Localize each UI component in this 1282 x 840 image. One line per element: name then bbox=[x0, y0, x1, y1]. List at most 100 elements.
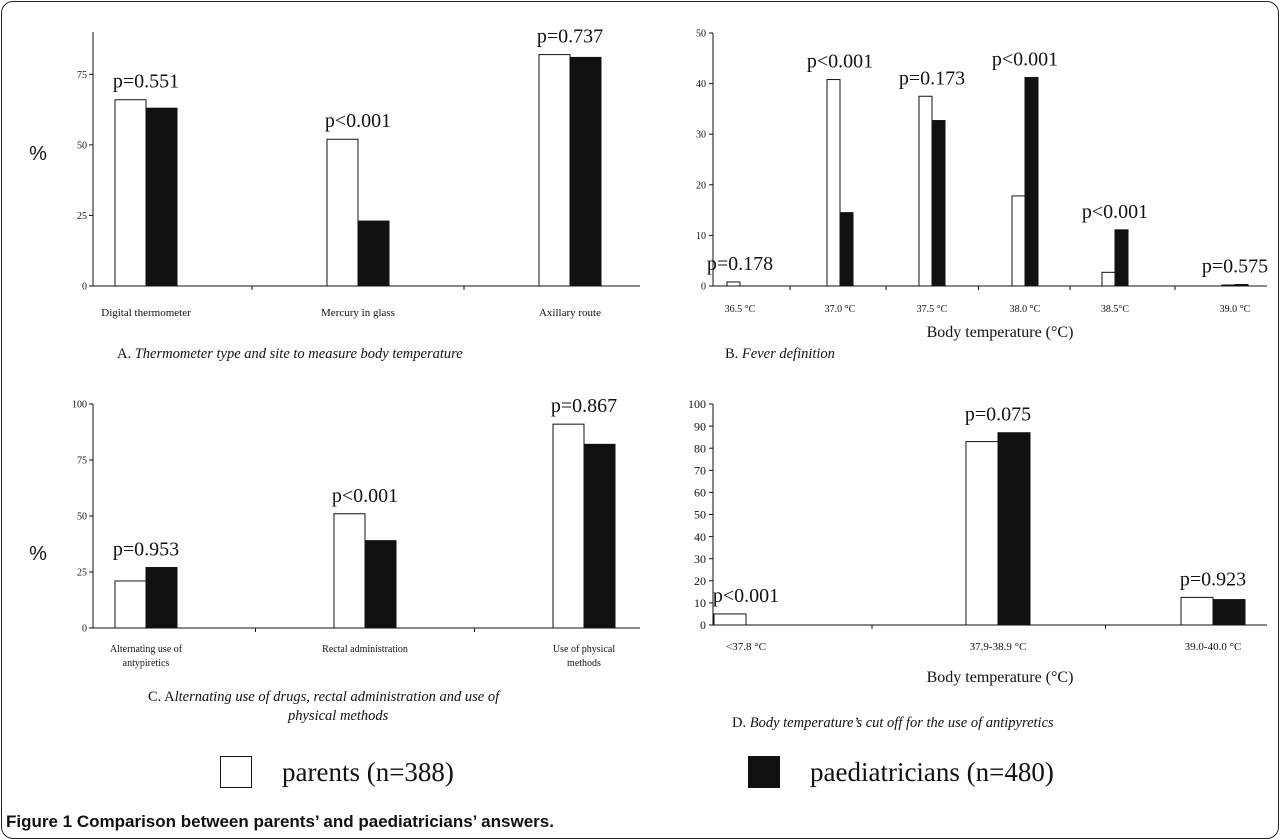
x-tick-label-b: 37.5 °C bbox=[917, 304, 948, 315]
y-tick-label-d: 50 bbox=[694, 508, 706, 522]
chart-panel-b: 0 10 20 30 40 50 p=0.178 36.5 °C p<0.001 37.0 °C p… bbox=[696, 29, 1268, 363]
bar-d-parents-1 bbox=[965, 441, 999, 626]
x-tick-label-b: 36.5 °C bbox=[725, 304, 756, 315]
bar-d-parents-0 bbox=[713, 613, 747, 626]
p-value-label-b: p=0.178 bbox=[707, 253, 773, 275]
panel-caption-text-a: Thermometer type and site to measure bod… bbox=[135, 346, 463, 362]
x-tick-label-c: Use of physical bbox=[553, 644, 615, 655]
y-tick-label-b: 0 bbox=[701, 282, 706, 293]
x-tick-label-b: 39.0 °C bbox=[1220, 304, 1251, 315]
x-tick-label-a: Mercury in glass bbox=[321, 307, 395, 319]
bar-a-parents-0 bbox=[114, 99, 147, 287]
bar-a-parents-2 bbox=[538, 54, 571, 287]
y-tick-label-a: 75 bbox=[77, 70, 87, 81]
y-tick-label-d: 0 bbox=[700, 618, 706, 632]
bar-c-parents-1 bbox=[333, 513, 366, 629]
bar-c-parents-2 bbox=[552, 423, 585, 629]
y-tick-label-a: 0 bbox=[82, 282, 87, 293]
panel-caption-text-b: Fever definition bbox=[741, 346, 835, 362]
bar-a-paediatricians-1 bbox=[357, 220, 390, 287]
legend-label-paediatricians: paediatricians (n=480) bbox=[810, 756, 1054, 787]
y-tick-label-d: 10 bbox=[694, 596, 706, 610]
x-tick-label-b: 37.0 °C bbox=[825, 304, 856, 315]
bar-b-paediatricians-2 bbox=[931, 120, 946, 287]
legend-swatch-parents bbox=[220, 756, 252, 788]
bar-a-paediatricians-0 bbox=[145, 107, 178, 287]
bar-d-paediatricians-1 bbox=[997, 432, 1031, 626]
bar-a-paediatricians-2 bbox=[569, 56, 602, 287]
y-tick-label-d: 40 bbox=[694, 530, 706, 544]
bar-d-parents-2 bbox=[1180, 596, 1214, 626]
p-value-label-b: p<0.001 bbox=[807, 51, 873, 73]
bar-b-parents-0 bbox=[726, 281, 741, 287]
p-value-label-c: p<0.001 bbox=[332, 485, 398, 507]
legend: parents (n=388) paediatricians (n=480) bbox=[0, 756, 1282, 806]
p-value-label-b: p<0.001 bbox=[992, 49, 1058, 71]
y-tick-label-a: 50 bbox=[77, 140, 87, 151]
panel-caption-text-c: physical methods bbox=[287, 708, 389, 724]
chart-panel-a: 0 25 50 75% p=0.551 Digital thermometer p<0.00… bbox=[29, 26, 640, 362]
y-tick-label-a: 25 bbox=[77, 211, 87, 222]
p-value-label-d: p=0.075 bbox=[965, 404, 1031, 426]
panel-caption-a: A. Thermometer type and site to measure … bbox=[117, 346, 463, 362]
bar-b-paediatricians-3 bbox=[1024, 77, 1039, 287]
chart-panel-d: 0 10 20 30 40 50 60 70 80 90 100 p<0.001 <37.8 °C p=0… bbox=[688, 397, 1267, 731]
x-tick-label-c: Rectal administration bbox=[322, 644, 408, 655]
y-tick-label-d: 100 bbox=[688, 397, 706, 411]
y-tick-label-b: 40 bbox=[696, 79, 706, 90]
p-value-label-a: p=0.551 bbox=[113, 71, 179, 93]
bar-c-paediatricians-0 bbox=[145, 567, 178, 629]
figure-caption: Figure 1 Comparison between parents’ and… bbox=[6, 812, 554, 831]
p-value-label-a: p=0.737 bbox=[537, 26, 603, 48]
x-tick-label-a: Axillary route bbox=[539, 307, 601, 319]
legend-item-paediatricians: paediatricians (n=480) bbox=[748, 756, 1054, 788]
bar-b-paediatricians-1 bbox=[839, 212, 854, 287]
bar-b-parents-4 bbox=[1101, 271, 1116, 287]
chart-panel-c: 0 25 50 75 100% p=0.953 Alternating use of anty… bbox=[29, 395, 640, 724]
y-tick-label-d: 90 bbox=[694, 419, 706, 433]
legend-swatch-paediatricians bbox=[748, 756, 780, 788]
p-value-label-b: p=0.575 bbox=[1202, 255, 1268, 277]
y-tick-label-c: 75 bbox=[77, 456, 87, 467]
y-tick-label-b: 50 bbox=[696, 29, 706, 40]
bar-b-parents-3 bbox=[1011, 195, 1026, 287]
legend-label-parents: parents (n=388) bbox=[282, 756, 454, 787]
p-value-label-c: p=0.867 bbox=[551, 395, 617, 417]
panel-caption-d: D. Body temperature’s cut off for the us… bbox=[732, 715, 1054, 731]
x-tick-label-c: Alternating use of bbox=[110, 644, 183, 655]
y-tick-label-c: 50 bbox=[77, 512, 87, 523]
bar-c-paediatricians-1 bbox=[364, 540, 397, 629]
x-tick-label-d: 37.9-38.9 °C bbox=[970, 641, 1027, 653]
p-value-label-a: p<0.001 bbox=[325, 110, 391, 132]
bar-b-paediatricians-5 bbox=[1234, 283, 1249, 287]
x-tick-label-a: Digital thermometer bbox=[101, 307, 191, 319]
bar-c-parents-0 bbox=[114, 580, 147, 629]
y-tick-label-d: 30 bbox=[694, 552, 706, 566]
panel-caption-prefix-d: D. bbox=[732, 715, 750, 731]
bar-c-paediatricians-2 bbox=[583, 443, 616, 629]
panel-caption-prefix-a: A. bbox=[117, 346, 135, 362]
p-value-label-b: p<0.001 bbox=[1082, 201, 1148, 223]
bar-a-parents-1 bbox=[326, 138, 359, 287]
bar-b-parents-5 bbox=[1221, 284, 1236, 287]
x-tick-label-c: methods bbox=[567, 658, 601, 669]
p-value-label-d: p=0.923 bbox=[1180, 568, 1246, 590]
panel-caption-b: B. Fever definition bbox=[725, 346, 835, 362]
legend-item-parents: parents (n=388) bbox=[220, 756, 454, 788]
panel-caption-text-d: Body temperature’s cut off for the use o… bbox=[750, 715, 1054, 731]
y-tick-label-b: 30 bbox=[696, 130, 706, 141]
x-tick-label-d: 39.0-40.0 °C bbox=[1185, 641, 1242, 653]
y-axis-label-a: % bbox=[29, 143, 47, 165]
y-tick-label-b: 10 bbox=[696, 231, 706, 242]
panel-caption-c: physical methods bbox=[287, 708, 389, 724]
bar-b-parents-2 bbox=[918, 95, 933, 287]
p-value-label-d: p<0.001 bbox=[713, 585, 779, 607]
panel-caption-prefix-b: B. bbox=[725, 346, 742, 362]
p-value-label-c: p=0.953 bbox=[113, 539, 179, 561]
x-tick-label-b: 38.5°C bbox=[1101, 304, 1129, 315]
x-axis-label-b: Body temperature (°C) bbox=[927, 324, 1074, 341]
y-tick-label-d: 20 bbox=[694, 574, 706, 588]
y-axis-label-c: % bbox=[29, 543, 47, 565]
